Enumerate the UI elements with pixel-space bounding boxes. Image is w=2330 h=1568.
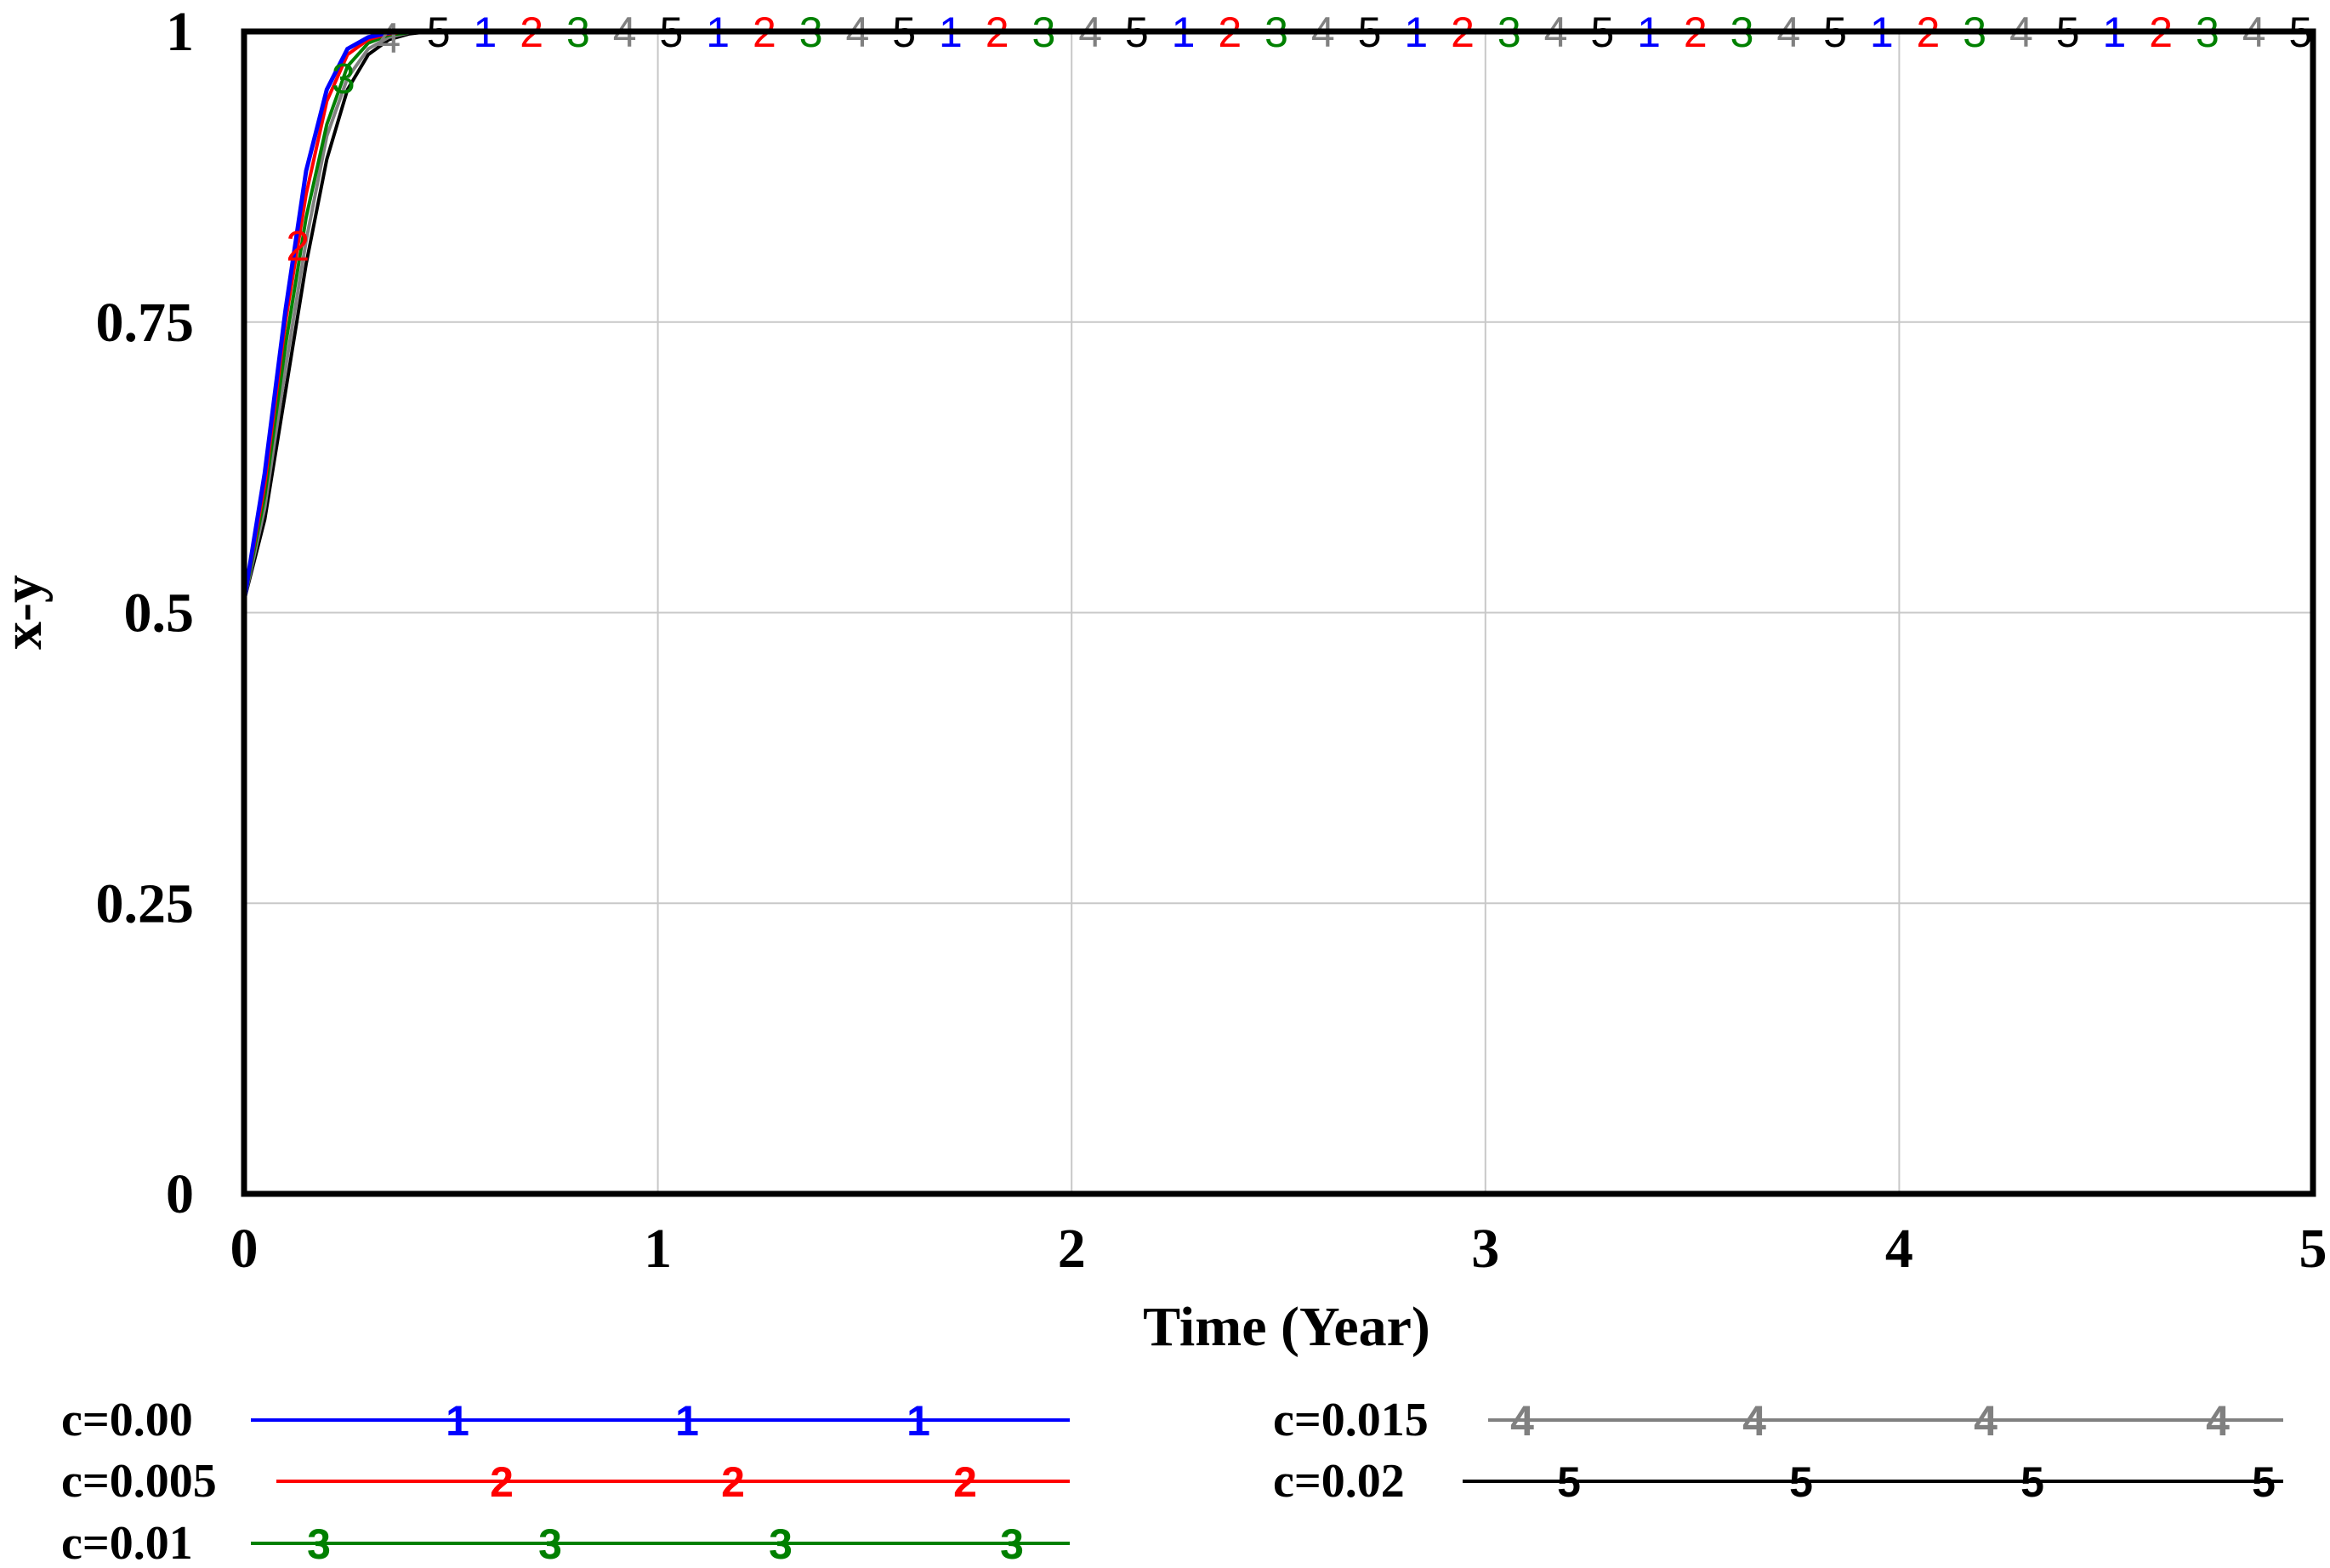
series-marker-4: 4 bbox=[377, 14, 401, 62]
x-tick-label: 4 bbox=[1885, 1218, 1913, 1280]
x-tick-label: 0 bbox=[230, 1218, 259, 1280]
legend: c=0.00 1 1 1 c=0.005 2 2 2 c=0.01 3 3 3 3 c=0.015 4 4 4 4… bbox=[61, 1394, 2283, 1568]
legend-entry-3: c=0.01 3 3 3 3 bbox=[61, 1517, 1070, 1568]
legend-entry-5: c=0.02 5 5 5 5 bbox=[1273, 1455, 2283, 1508]
legend-marker: 2 bbox=[953, 1458, 977, 1506]
series-line-2 bbox=[242, 30, 2313, 602]
legend-marker: 1 bbox=[446, 1397, 469, 1445]
grid bbox=[243, 31, 2314, 1195]
y-tick-label: 0.5 bbox=[124, 582, 195, 645]
legend-marker: 5 bbox=[1557, 1458, 1581, 1506]
legend-entry-4: c=0.015 4 4 4 4 bbox=[1273, 1394, 2283, 1446]
legend-label: c=0.00 bbox=[61, 1394, 193, 1446]
series-line-4 bbox=[242, 30, 2313, 602]
legend-marker: 1 bbox=[906, 1397, 930, 1445]
legend-marker: 5 bbox=[2020, 1458, 2044, 1506]
legend-marker: 4 bbox=[1510, 1397, 1534, 1445]
x-tick-label: 3 bbox=[1471, 1218, 1499, 1280]
x-axis-title: Time (Year) bbox=[1143, 1296, 1430, 1358]
legend-marker: 4 bbox=[1974, 1397, 1998, 1445]
series-marker-3: 3 bbox=[332, 55, 355, 103]
y-tick-label: 0.25 bbox=[96, 872, 195, 935]
y-axis-title: x-y bbox=[0, 575, 54, 650]
legend-label: c=0.005 bbox=[61, 1455, 217, 1508]
y-tick-label: 1 bbox=[166, 1, 194, 63]
series-lines bbox=[242, 29, 2313, 602]
series-line-5 bbox=[242, 30, 2313, 602]
legend-marker: 3 bbox=[769, 1520, 793, 1568]
legend-label: c=0.02 bbox=[1273, 1455, 1405, 1508]
legend-label: c=0.015 bbox=[1273, 1394, 1429, 1446]
y-tick-label: 0 bbox=[166, 1163, 194, 1225]
legend-marker: 3 bbox=[538, 1520, 562, 1568]
x-tick-label: 2 bbox=[1058, 1218, 1086, 1280]
legend-marker: 1 bbox=[675, 1397, 699, 1445]
legend-marker: 2 bbox=[721, 1458, 745, 1506]
legend-marker: 2 bbox=[490, 1458, 514, 1506]
legend-marker: 3 bbox=[1000, 1520, 1024, 1568]
legend-marker: 4 bbox=[2206, 1397, 2230, 1445]
x-tick-label: 5 bbox=[2299, 1218, 2327, 1280]
x-tick-label: 1 bbox=[644, 1218, 672, 1280]
x-axis-ticks: 0 1 2 3 4 5 bbox=[230, 1218, 2327, 1280]
legend-marker: 5 bbox=[2252, 1458, 2276, 1506]
series-line-1 bbox=[242, 29, 2313, 602]
legend-marker: 4 bbox=[1742, 1397, 1766, 1445]
y-axis-ticks: 0 0.25 0.5 0.75 1 bbox=[96, 1, 195, 1225]
plot-frame bbox=[241, 28, 2316, 1197]
legend-marker: 5 bbox=[1789, 1458, 1813, 1506]
legend-entry-2: c=0.005 2 2 2 bbox=[61, 1455, 1070, 1508]
series-markers: 234 5 1 2 3 4 5 1 2 3 4 5 1 2 3 4 5 1 2 3 4 5 1 2 3 4 5 1 2 3 4 5 1 2 3 4 5 1… bbox=[286, 9, 2312, 270]
series-line-3 bbox=[242, 30, 2313, 602]
legend-entry-1: c=0.00 1 1 1 bbox=[61, 1394, 1070, 1446]
legend-label: c=0.01 bbox=[61, 1517, 193, 1568]
legend-marker: 3 bbox=[307, 1520, 331, 1568]
y-tick-label: 0.75 bbox=[96, 292, 195, 354]
series-marker-2: 2 bbox=[286, 223, 310, 270]
